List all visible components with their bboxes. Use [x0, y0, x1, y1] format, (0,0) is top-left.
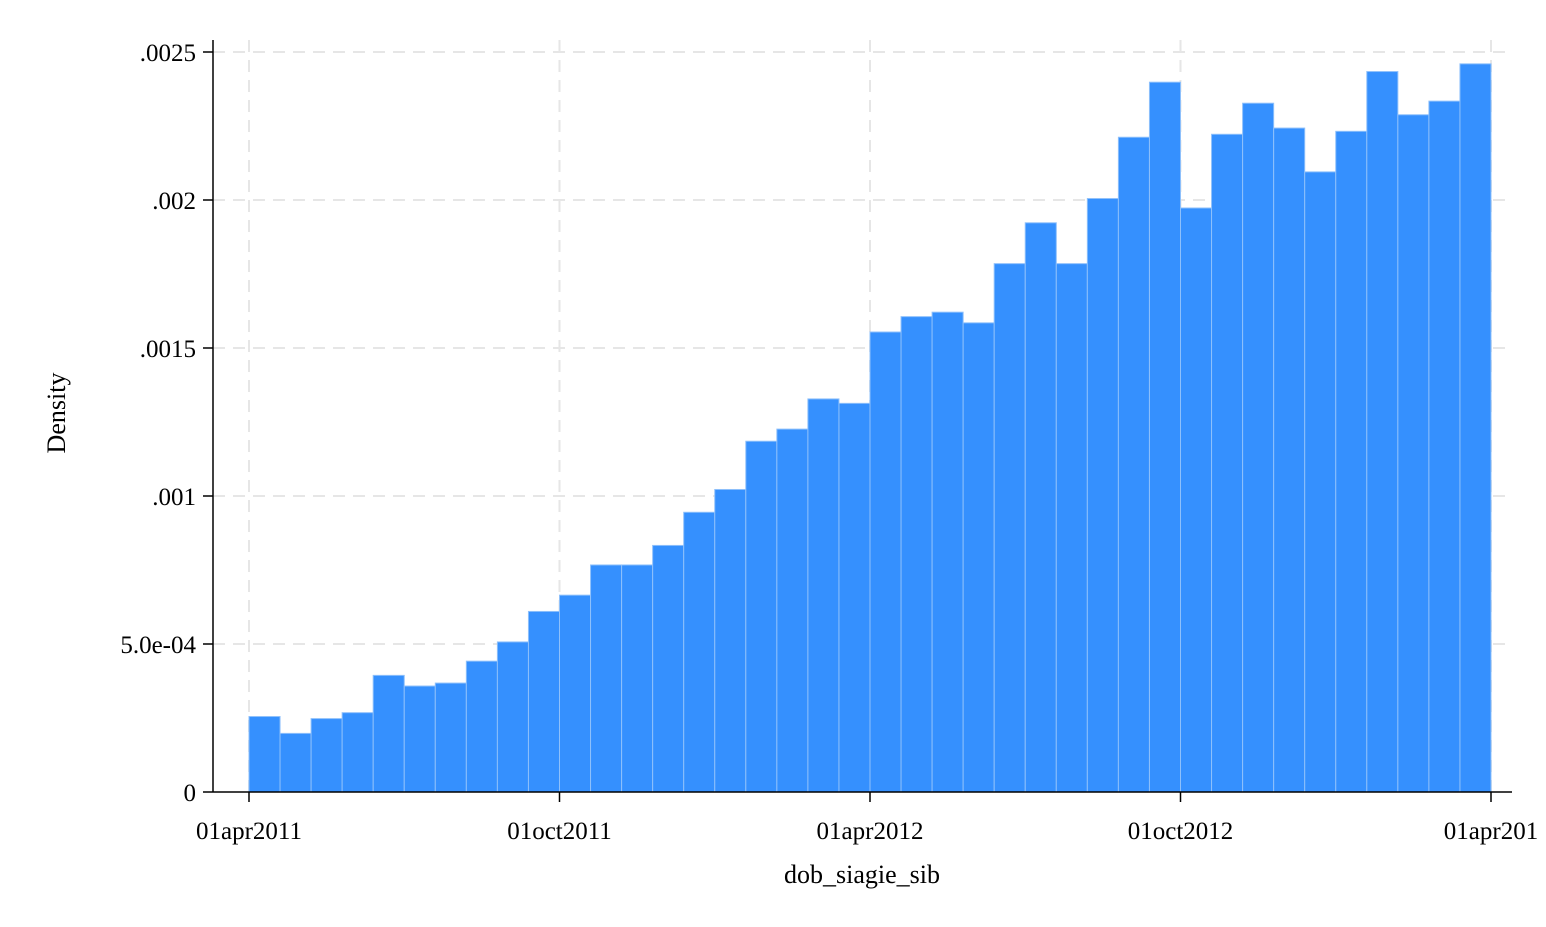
histogram-bar	[1397, 114, 1430, 793]
histogram-bar	[527, 610, 561, 793]
y-tick-label: .001	[152, 484, 196, 511]
y-axis-title: Density	[42, 373, 71, 454]
histogram-bar	[1024, 222, 1057, 793]
histogram-bar	[465, 660, 498, 793]
x-tick-label: 01apr2011	[196, 818, 302, 845]
axes	[212, 40, 1512, 793]
histogram-bar	[838, 402, 871, 793]
histogram-bar	[403, 685, 436, 793]
histogram-bar	[993, 263, 1026, 793]
histogram-bar	[962, 322, 995, 793]
histogram-bar	[621, 564, 654, 793]
x-axis-title: dob_siagie_sib	[784, 860, 940, 889]
histogram-bar	[248, 716, 281, 793]
y-tick-label: .0015	[140, 336, 196, 363]
histogram-bar	[1459, 63, 1492, 793]
histogram-bar	[1304, 171, 1337, 793]
histogram-bar	[652, 544, 685, 793]
histogram-bar	[683, 511, 716, 793]
x-tick-label: 01apr2012	[817, 818, 924, 845]
histogram-bar	[279, 732, 312, 793]
histogram-bar	[1242, 102, 1275, 793]
histogram-bar	[1117, 136, 1150, 793]
x-tick-label: 01oct2011	[507, 818, 612, 845]
histogram-bar	[372, 674, 405, 793]
histogram-bar	[776, 428, 809, 793]
histogram-bar	[434, 682, 467, 793]
histogram-bar	[1273, 127, 1306, 793]
histogram-bar	[590, 564, 623, 793]
x-tick-label: 01oct2012	[1128, 818, 1234, 845]
histogram-bar	[559, 594, 592, 793]
y-tick-label: .002	[152, 188, 196, 215]
histogram-bar	[1055, 263, 1088, 793]
histogram-bar	[310, 718, 343, 793]
histogram-bar	[1180, 207, 1213, 793]
x-ticks: 01apr2011 01oct2011 01apr2012 01oct2012 01ap…	[196, 792, 1538, 845]
histogram-bar	[745, 440, 778, 793]
y-ticks: 0 5.0e-04 .001 .0015 .002 .0025	[120, 40, 213, 807]
histogram-bar	[1211, 133, 1244, 793]
y-tick-label: 5.0e-04	[120, 632, 196, 659]
histogram-bar	[341, 712, 374, 793]
histogram-bar	[807, 398, 840, 793]
histogram-bar	[1335, 130, 1368, 793]
y-tick-label: 0	[184, 780, 197, 807]
histogram-bar	[1428, 100, 1461, 793]
histogram-bar	[496, 641, 529, 793]
y-tick-label: .0025	[140, 40, 196, 67]
histogram-bar	[900, 316, 933, 793]
histogram-bar	[1086, 198, 1119, 793]
histogram-bar	[1148, 81, 1181, 793]
histogram-bar	[714, 488, 747, 793]
x-tick-label: 01apr201	[1444, 818, 1538, 845]
histogram-bars	[248, 63, 1492, 793]
histogram-bar	[1366, 71, 1399, 793]
histogram-bar	[931, 311, 964, 793]
histogram-bar	[869, 331, 902, 793]
